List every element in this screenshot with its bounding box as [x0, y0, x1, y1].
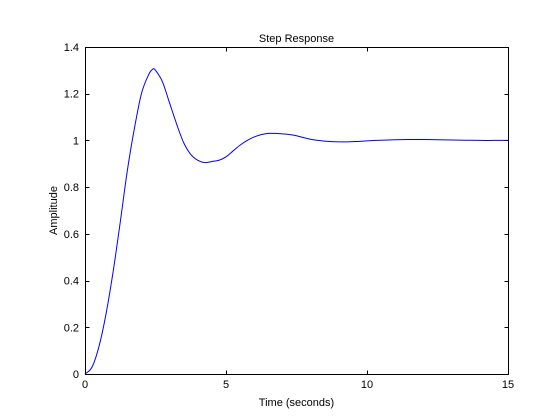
series-layer	[84, 68, 508, 375]
x-tick-label: 10	[361, 379, 373, 391]
y-tick-label: 1.2	[64, 89, 79, 101]
x-tick-label: 5	[223, 379, 229, 391]
x-tick-label: 0	[82, 379, 88, 391]
y-tick-label: 1	[73, 135, 79, 147]
series-line-0	[84, 68, 508, 375]
y-tick-label: 0.8	[64, 182, 79, 194]
y-tick-label: 1.4	[64, 42, 79, 54]
y-tick-label: 0	[73, 369, 79, 381]
x-axis-label: Time (seconds)	[259, 397, 334, 409]
y-tick-label: 0.2	[64, 322, 79, 334]
plot-frame	[85, 47, 509, 375]
chart-title: Step Response	[259, 33, 334, 45]
x-tick-label: 15	[502, 379, 514, 391]
y-tick-label: 0.4	[64, 276, 79, 288]
y-axis-label: Amplitude	[48, 186, 60, 235]
plot-area	[85, 47, 508, 374]
y-tick-label: 0.6	[64, 229, 79, 241]
